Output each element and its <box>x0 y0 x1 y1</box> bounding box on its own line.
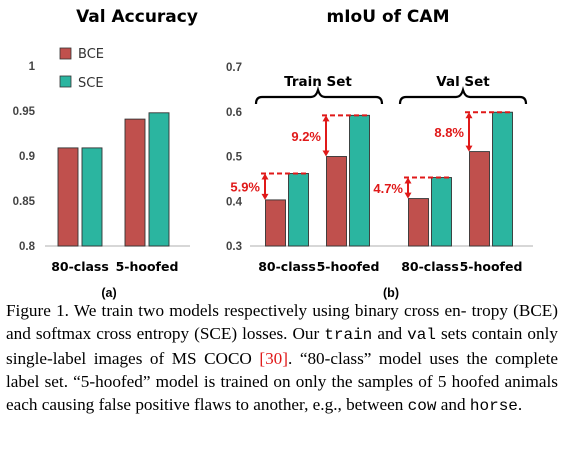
legend-sce-label: SCE <box>78 76 104 91</box>
caption-line-3c: . <box>288 349 293 368</box>
caption-code-cow: cow <box>407 397 437 415</box>
figure-panel: Val Accuracy BCE SCE 0.8 0.85 0.9 0.95 1 80-… <box>13 7 533 300</box>
delta-annotation-label: 5.9% <box>230 180 260 195</box>
figure-caption: Figure 1. We train two models respective… <box>6 299 558 418</box>
chart-b-annotations: 5.9% 9.2% 4.7% 8.8% <box>230 111 513 200</box>
train-set-label: Train Set <box>284 74 352 90</box>
bar-sce <box>148 112 170 247</box>
y-tick-label: 1 <box>29 61 36 73</box>
x-category-label: 80-class <box>258 259 316 274</box>
caption-citation[interactable]: [30] <box>259 349 288 368</box>
legend-bce-label: BCE <box>78 47 104 62</box>
delta-arrow-head-down <box>465 145 473 152</box>
y-tick-label: 0.3 <box>226 241 242 253</box>
bar-sce <box>492 111 513 247</box>
delta-arrow-head-up <box>322 115 330 122</box>
y-tick-label: 0.8 <box>19 241 36 253</box>
y-tick-label: 0.4 <box>226 196 243 208</box>
bar-bce <box>57 147 79 247</box>
y-tick-label: 0.5 <box>226 152 243 164</box>
caption-line-6b: and <box>436 395 470 414</box>
caption-line-6a: false positive flaws to another, e.g., b… <box>98 395 408 414</box>
delta-arrow-head-up <box>261 173 269 180</box>
bar-sce <box>288 173 309 247</box>
y-tick-label: 0.6 <box>226 107 242 119</box>
bar-sce <box>349 114 370 247</box>
delta-annotation-label: 4.7% <box>373 181 403 196</box>
bar-bce <box>408 198 429 247</box>
chart-b-bars <box>265 111 513 247</box>
bar-sce <box>81 147 103 247</box>
caption-code-train: train <box>324 326 373 344</box>
delta-annotation-label: 8.8% <box>434 125 464 140</box>
y-tick-label: 0.9 <box>19 151 35 163</box>
bar-sce <box>431 177 452 247</box>
val-set-label: Val Set <box>436 74 490 90</box>
delta-arrow-head-down <box>404 192 412 199</box>
legend-bce-swatch <box>59 47 72 60</box>
delta-arrow-head-down <box>261 193 269 200</box>
chart-b-sublabel: (b) <box>383 286 399 300</box>
bar-bce <box>265 199 286 247</box>
bar-bce <box>124 118 146 247</box>
chart-a-bars <box>57 112 170 247</box>
chart-a-x-axis: 80-class 5-hoofed <box>51 259 178 274</box>
y-tick-label: 0.85 <box>13 196 36 208</box>
train-set-brace: Train Set <box>254 74 384 105</box>
y-tick-label: 0.7 <box>226 62 242 74</box>
x-category-label: 80-class <box>401 259 459 274</box>
caption-line-4: “80-class” model uses the complete label… <box>6 349 558 391</box>
chart-b-x-axis: 80-class 5-hoofed 80-class 5-hoofed <box>258 259 522 274</box>
delta-arrow-head-up <box>465 112 473 119</box>
chart-a: Val Accuracy BCE SCE 0.8 0.85 0.9 0.95 1 80-… <box>13 7 198 300</box>
bar-bce <box>326 156 347 247</box>
x-category-label: 5-hoofed <box>317 259 380 274</box>
caption-line-3b: sets contain only single-label images of… <box>6 324 558 368</box>
caption-line-6c: . <box>517 395 523 414</box>
caption-code-horse: horse <box>469 397 518 415</box>
x-category-label: 5-hoofed <box>460 259 523 274</box>
caption-code-val: val <box>407 326 436 344</box>
chart-a-title: Val Accuracy <box>76 7 198 27</box>
legend-sce-swatch <box>59 75 72 88</box>
x-category-label: 80-class <box>51 259 109 274</box>
caption-line-2: tropy (BCE) and softmax cross entropy (S… <box>6 301 559 343</box>
x-category-label: 5-hoofed <box>116 259 179 274</box>
chart-a-sublabel: (a) <box>101 286 116 300</box>
delta-arrow-head-up <box>404 177 412 184</box>
delta-annotation-label: 9.2% <box>291 129 321 144</box>
chart-b-title: mIoU of CAM <box>327 7 450 27</box>
caption-line-5: is trained on only the samples of 5 hoof… <box>6 372 558 414</box>
caption-line-1: Figure 1. We train two models respective… <box>6 301 467 320</box>
chart-a-legend: BCE SCE <box>59 47 104 91</box>
caption-line-3a: and <box>377 324 408 343</box>
y-tick-label: 0.95 <box>13 106 36 118</box>
delta-arrow-head-down <box>322 150 330 157</box>
bar-bce <box>469 151 490 247</box>
val-set-brace: Val Set <box>398 74 528 105</box>
chart-b: mIoU of CAM Train Set Val Set 0.3 0.4 0.5 0… <box>226 7 533 300</box>
